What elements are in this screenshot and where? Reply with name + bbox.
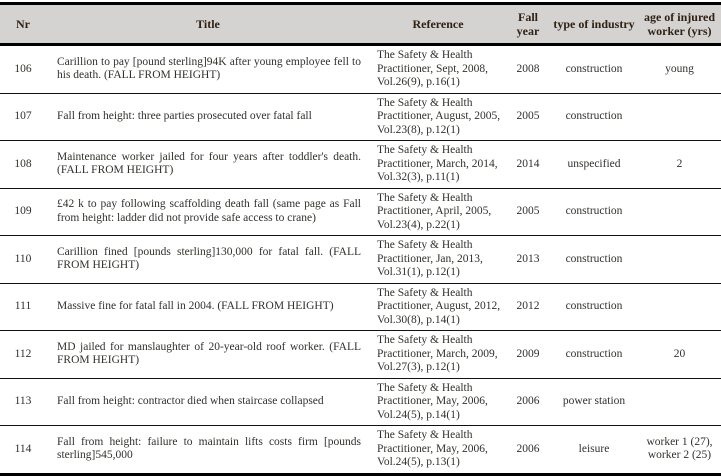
cell-industry: power station xyxy=(550,378,638,426)
cell-fall-year: 2008 xyxy=(506,44,550,94)
cell-title: Fall from height: failure to maintain li… xyxy=(57,435,361,462)
cell-nr: 111 xyxy=(0,283,46,331)
cell-title: Maintenance worker jailed for four years… xyxy=(46,140,370,189)
cell-reference: The Safety & Health Practitioner, Jan, 2… xyxy=(370,235,506,284)
cell-age xyxy=(638,378,721,426)
cell-fall-year: 2006 xyxy=(516,442,540,455)
cell-title: MD jailed for manslaughter of 20-year-ol… xyxy=(46,330,370,379)
cell-fall-year: 2006 xyxy=(506,378,550,426)
cell-title: Fall from height: contractor died when s… xyxy=(46,378,370,426)
cell-nr: 110 xyxy=(0,235,46,284)
cell-age: young xyxy=(638,44,721,94)
cell-industry: construction xyxy=(550,93,638,141)
cell-nr: 112 xyxy=(0,330,46,379)
table-row: 106 Carillion to pay [pound sterling]94K… xyxy=(0,44,721,94)
cell-title: Carillion to pay [pound sterling]94K aft… xyxy=(46,44,370,94)
table-row: 110 Carillion fined [pounds sterling]130… xyxy=(0,235,721,284)
cell-industry: construction xyxy=(550,330,638,379)
cell-industry: construction xyxy=(550,44,638,94)
table-row: 111 Massive fine for fatal fall in 2004.… xyxy=(0,283,721,331)
cell-title: Carillion fined [pounds sterling]130,000… xyxy=(46,235,370,284)
cell-age: 20 xyxy=(638,330,721,379)
cell-age: worker 1 (27), worker 2 (25) xyxy=(646,435,713,462)
table-row: 107 Fall from height: three parties pros… xyxy=(0,93,721,141)
cell-title: Massive fine for fatal fall in 2004. (FA… xyxy=(46,283,370,331)
cell-reference: The Safety & Health Practitioner, August… xyxy=(370,283,506,331)
header-cell-age: age of injured worker (yrs) xyxy=(638,3,721,46)
table-row: 114 Fall from height: failure to maintai… xyxy=(0,426,721,475)
header-cell-reference: Reference xyxy=(370,3,506,46)
cell-nr: 109 xyxy=(0,188,46,236)
header-cell-fall-year: Fall year xyxy=(506,3,550,46)
cell-nr: 108 xyxy=(0,140,46,189)
table-row: 112 MD jailed for manslaughter of 20-yea… xyxy=(0,330,721,379)
cell-title: £42 k to pay following scaffolding death… xyxy=(46,188,370,236)
table-row: 113 Fall from height: contractor died wh… xyxy=(0,378,721,426)
cell-industry: construction xyxy=(550,235,638,284)
table-body: 106 Carillion to pay [pound sterling]94K… xyxy=(0,44,721,475)
cell-industry: construction xyxy=(550,188,638,236)
cell-age xyxy=(638,188,721,236)
header-cell-title: Title xyxy=(46,3,370,46)
cell-industry: unspecified xyxy=(550,140,638,189)
cell-reference: The Safety & Health Practitioner, May, 2… xyxy=(377,429,488,468)
header-row: Nr Title Reference Fall year type of ind… xyxy=(0,3,721,46)
cell-reference: The Safety & Health Practitioner, August… xyxy=(370,93,506,141)
cell-reference: The Safety & Health Practitioner, March,… xyxy=(370,330,506,379)
cell-fall-year: 2005 xyxy=(506,93,550,141)
cell-reference: The Safety & Health Practitioner, March,… xyxy=(370,140,506,189)
cell-age: 2 xyxy=(638,140,721,189)
cell-reference: The Safety & Health Practitioner, May, 2… xyxy=(370,378,506,426)
cell-fall-year: 2013 xyxy=(506,235,550,284)
cell-nr: 114 xyxy=(14,442,32,455)
cell-nr: 106 xyxy=(0,44,46,94)
cell-age xyxy=(638,235,721,284)
cell-fall-year: 2009 xyxy=(506,330,550,379)
cell-reference: The Safety & Health Practitioner, April,… xyxy=(370,188,506,236)
table-header: Nr Title Reference Fall year type of ind… xyxy=(0,3,721,46)
cell-industry: leisure xyxy=(578,442,610,455)
cell-fall-year: 2014 xyxy=(506,140,550,189)
cell-fall-year: 2012 xyxy=(506,283,550,331)
cell-nr: 107 xyxy=(0,93,46,141)
cell-industry: construction xyxy=(550,283,638,331)
header-cell-industry: type of industry xyxy=(550,3,638,46)
cell-age xyxy=(638,283,721,331)
cell-nr: 113 xyxy=(0,378,46,426)
cell-age xyxy=(638,93,721,141)
header-cell-nr: Nr xyxy=(0,3,46,46)
cell-fall-year: 2005 xyxy=(506,188,550,236)
table-row: 109 £42 k to pay following scaffolding d… xyxy=(0,188,721,236)
cell-reference: The Safety & Health Practitioner, Sept, … xyxy=(370,44,506,94)
table-row: 108 Maintenance worker jailed for four y… xyxy=(0,140,721,189)
cell-title: Fall from height: three parties prosecut… xyxy=(46,93,370,141)
